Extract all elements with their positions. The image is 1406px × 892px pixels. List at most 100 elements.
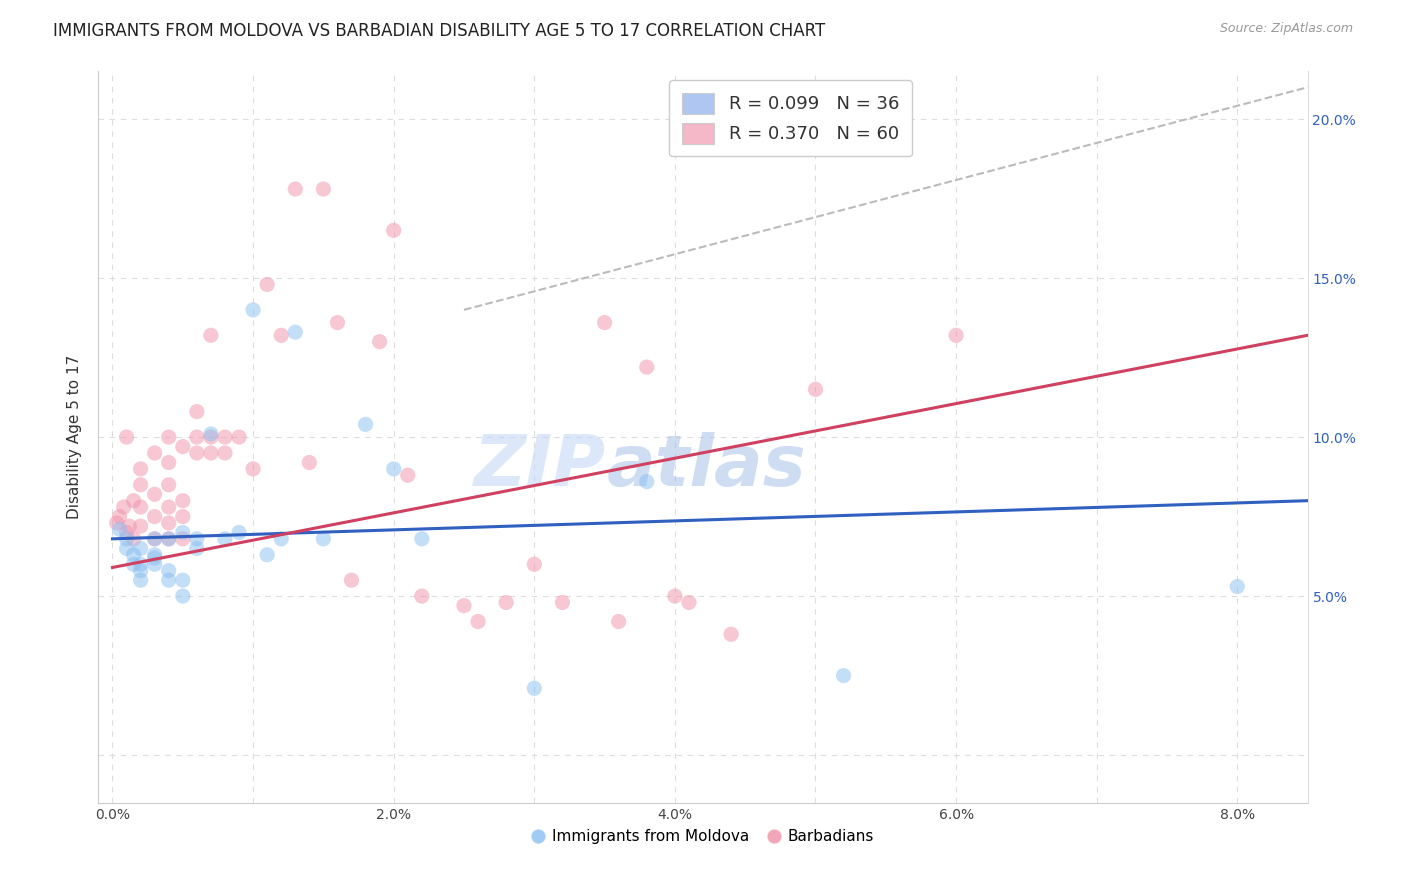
Point xyxy=(200,430,222,444)
Point xyxy=(200,328,222,343)
Point xyxy=(214,446,236,460)
Point xyxy=(256,548,278,562)
Point xyxy=(129,573,152,587)
Point xyxy=(228,525,250,540)
Point xyxy=(143,487,166,501)
Point xyxy=(122,532,145,546)
Point xyxy=(157,456,180,470)
Point xyxy=(172,573,194,587)
Point xyxy=(298,456,321,470)
Point xyxy=(129,558,152,572)
Point xyxy=(157,430,180,444)
Point xyxy=(129,564,152,578)
Point xyxy=(340,573,363,587)
Point xyxy=(143,550,166,565)
Point xyxy=(143,532,166,546)
Point xyxy=(115,430,138,444)
Point xyxy=(143,558,166,572)
Point xyxy=(411,532,433,546)
Point xyxy=(382,223,405,237)
Point xyxy=(186,404,208,418)
Point xyxy=(214,430,236,444)
Point xyxy=(157,477,180,491)
Point xyxy=(270,532,292,546)
Point xyxy=(129,541,152,556)
Point xyxy=(664,589,686,603)
Point xyxy=(636,475,658,489)
Point xyxy=(242,302,264,317)
Point xyxy=(129,477,152,491)
Point xyxy=(804,383,827,397)
Point xyxy=(396,468,419,483)
Point xyxy=(157,532,180,546)
Point xyxy=(186,430,208,444)
Point xyxy=(143,532,166,546)
Point xyxy=(678,595,700,609)
Point xyxy=(354,417,377,432)
Point xyxy=(143,509,166,524)
Point xyxy=(129,500,152,514)
Point xyxy=(607,615,630,629)
Point xyxy=(551,595,574,609)
Point xyxy=(115,532,138,546)
Point xyxy=(143,446,166,460)
Point xyxy=(284,325,307,339)
Point xyxy=(186,541,208,556)
Text: ZIP: ZIP xyxy=(474,432,606,500)
Point xyxy=(122,493,145,508)
Point xyxy=(143,548,166,562)
Point xyxy=(312,532,335,546)
Point xyxy=(312,182,335,196)
Point xyxy=(411,589,433,603)
Point xyxy=(129,462,152,476)
Point xyxy=(214,532,236,546)
Point xyxy=(172,493,194,508)
Point xyxy=(115,541,138,556)
Point xyxy=(112,500,135,514)
Point xyxy=(157,516,180,530)
Point xyxy=(118,519,141,533)
Point xyxy=(270,328,292,343)
Point xyxy=(382,462,405,476)
Point xyxy=(129,519,152,533)
Point xyxy=(108,509,131,524)
Point xyxy=(256,277,278,292)
Point xyxy=(720,627,742,641)
Y-axis label: Disability Age 5 to 17: Disability Age 5 to 17 xyxy=(67,355,83,519)
Point xyxy=(172,440,194,454)
Legend: Immigrants from Moldova, Barbadians: Immigrants from Moldova, Barbadians xyxy=(526,822,880,850)
Point xyxy=(200,446,222,460)
Text: IMMIGRANTS FROM MOLDOVA VS BARBADIAN DISABILITY AGE 5 TO 17 CORRELATION CHART: IMMIGRANTS FROM MOLDOVA VS BARBADIAN DIS… xyxy=(53,22,825,40)
Point xyxy=(1226,580,1249,594)
Point xyxy=(115,525,138,540)
Point xyxy=(172,532,194,546)
Point xyxy=(228,430,250,444)
Point xyxy=(157,532,180,546)
Point xyxy=(593,316,616,330)
Point xyxy=(242,462,264,476)
Point xyxy=(495,595,517,609)
Point xyxy=(186,532,208,546)
Point xyxy=(453,599,475,613)
Point xyxy=(172,589,194,603)
Point xyxy=(200,426,222,441)
Point xyxy=(172,525,194,540)
Point xyxy=(108,522,131,536)
Text: Source: ZipAtlas.com: Source: ZipAtlas.com xyxy=(1219,22,1353,36)
Point xyxy=(636,360,658,375)
Point xyxy=(122,548,145,562)
Point xyxy=(157,573,180,587)
Point xyxy=(172,509,194,524)
Point xyxy=(523,558,546,572)
Point xyxy=(368,334,391,349)
Point xyxy=(467,615,489,629)
Point xyxy=(284,182,307,196)
Text: atlas: atlas xyxy=(606,432,806,500)
Point xyxy=(105,516,128,530)
Point xyxy=(157,500,180,514)
Point xyxy=(523,681,546,696)
Point xyxy=(157,564,180,578)
Point xyxy=(945,328,967,343)
Point xyxy=(122,558,145,572)
Point xyxy=(186,446,208,460)
